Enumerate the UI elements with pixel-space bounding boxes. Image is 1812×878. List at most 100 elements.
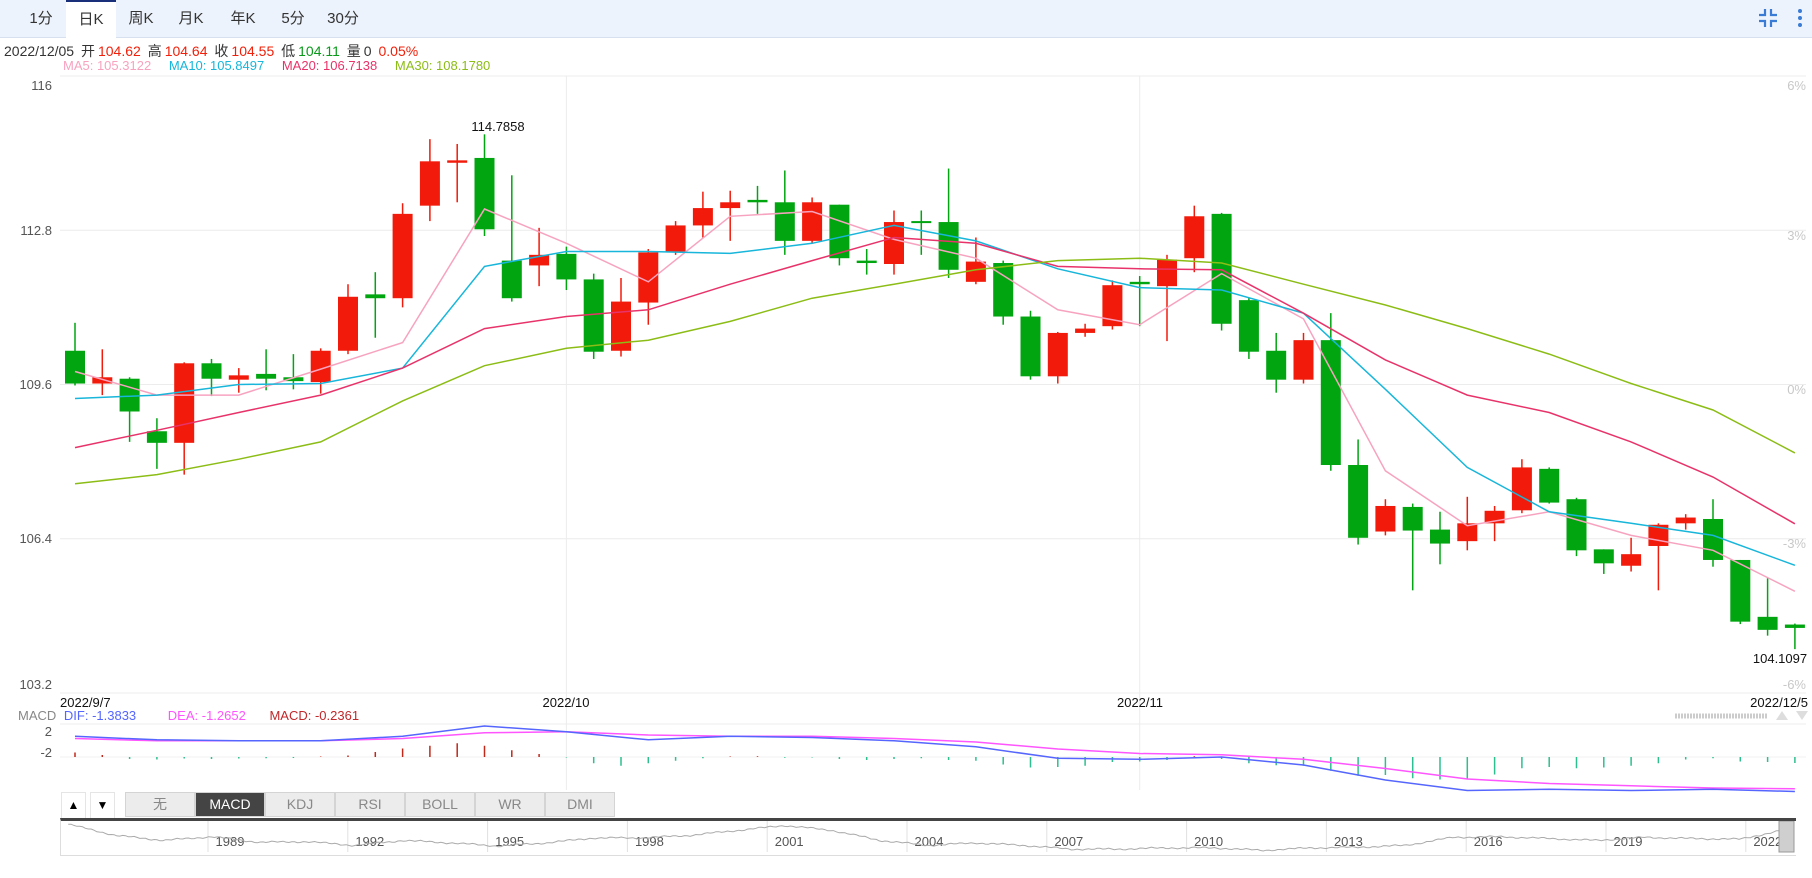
candle-body bbox=[365, 294, 386, 299]
candle-body bbox=[146, 431, 167, 443]
candle-body bbox=[119, 378, 140, 412]
candle-body bbox=[1157, 259, 1177, 287]
macd-tick-bottom: -2 bbox=[40, 745, 52, 760]
indicator-tab-wr[interactable]: WR bbox=[475, 792, 545, 817]
candle-body bbox=[447, 160, 468, 163]
pane-down-button[interactable]: ▼ bbox=[90, 792, 115, 819]
macd-legend: MACD DIF: -1.3833 DEA: -1.2652 MACD: -0.… bbox=[18, 708, 359, 723]
price-tick-112-8: 112.8 bbox=[20, 223, 52, 238]
date-label-nov: 2022/11 bbox=[1117, 695, 1163, 710]
candle-body bbox=[1457, 523, 1478, 542]
dea-line bbox=[74, 731, 1795, 790]
ma5-line bbox=[74, 208, 1796, 592]
ma20-legend: MA20: 106.7138 bbox=[281, 58, 378, 73]
period-tab-bar: 1分 日K 周K 月K 年K 5分 30分 bbox=[0, 0, 1812, 38]
candle-body bbox=[529, 254, 550, 266]
close-label: 收 bbox=[214, 43, 229, 59]
candle-body bbox=[1566, 499, 1587, 551]
candle-body bbox=[1730, 559, 1751, 622]
candle-body bbox=[92, 377, 113, 384]
date-label-start: 2022/9/7 bbox=[60, 695, 111, 710]
candle-body bbox=[720, 202, 741, 209]
price-tick-103-2: 103.2 bbox=[19, 677, 52, 692]
quote-date: 2022/12/05 bbox=[4, 43, 75, 59]
indicator-tab-bar: ▲ ▼ 无 MACD KDJ RSI BOLL WR DMI bbox=[61, 792, 615, 819]
navigator-year-label: 2007 bbox=[1054, 834, 1083, 849]
dif-value: DIF: -1.3833 bbox=[63, 708, 137, 723]
candle-body bbox=[1375, 505, 1396, 532]
candle-body bbox=[856, 260, 877, 264]
ma30-legend: MA30: 108.1780 bbox=[394, 58, 491, 73]
candle-body bbox=[1402, 506, 1423, 531]
candle-body bbox=[829, 204, 850, 259]
indicator-tab-boll[interactable]: BOLL bbox=[405, 792, 475, 817]
candle-body bbox=[1184, 216, 1205, 259]
candle-body bbox=[310, 350, 331, 383]
more-menu-icon[interactable] bbox=[1788, 6, 1812, 30]
candle-body bbox=[256, 373, 277, 379]
volume-value: 0 bbox=[363, 43, 372, 59]
candle-body bbox=[338, 296, 358, 351]
pct-tick-minus-3: -3% bbox=[1783, 536, 1807, 551]
candle-body bbox=[1511, 467, 1532, 511]
date-label-end: 2022/12/5 bbox=[1750, 695, 1808, 710]
candle-body bbox=[1757, 616, 1778, 630]
navigator-range-handle[interactable] bbox=[1778, 820, 1795, 853]
candle-body bbox=[283, 377, 304, 382]
scroll-down-icon[interactable] bbox=[1796, 711, 1808, 720]
candle-body bbox=[911, 221, 932, 224]
candle-body bbox=[1211, 213, 1232, 324]
high-value: 104.64 bbox=[164, 43, 208, 59]
tab-5min[interactable]: 5分 bbox=[281, 10, 305, 27]
candle-body bbox=[611, 301, 631, 351]
quote-info-line: 2022/12/05 开 104.62 高 104.64 收 104.55 低 104.… bbox=[4, 41, 421, 61]
range-navigator[interactable] bbox=[60, 818, 1796, 856]
tab-30min[interactable]: 30分 bbox=[327, 10, 359, 27]
scroll-up-icon[interactable] bbox=[1776, 711, 1788, 720]
candle-body bbox=[692, 208, 713, 226]
pct-tick-minus-6: -6% bbox=[1783, 677, 1807, 692]
ma30-line bbox=[74, 257, 1796, 485]
candle-body bbox=[1320, 340, 1341, 465]
price-tick-116: 116 bbox=[31, 78, 52, 93]
candle-body bbox=[1675, 517, 1696, 524]
indicator-tab-rsi[interactable]: RSI bbox=[335, 792, 405, 817]
candle-body bbox=[1539, 468, 1560, 503]
candle-body bbox=[1047, 332, 1068, 377]
navigator-year-label: 2010 bbox=[1194, 834, 1223, 849]
indicator-tab-none[interactable]: 无 bbox=[125, 792, 195, 817]
candle-body bbox=[1129, 281, 1150, 285]
tab-yearly-k[interactable]: 年K bbox=[230, 10, 256, 27]
candle-body bbox=[1075, 328, 1096, 333]
indicator-tab-dmi[interactable]: DMI bbox=[545, 792, 615, 817]
tab-weekly-k[interactable]: 周K bbox=[128, 10, 154, 27]
candle-body bbox=[774, 202, 795, 241]
tab-1min[interactable]: 1分 bbox=[29, 10, 53, 27]
macd-scroll-controls[interactable] bbox=[1675, 711, 1808, 720]
tab-daily-k[interactable]: 日K bbox=[66, 0, 116, 38]
low-value: 104.11 bbox=[298, 43, 340, 59]
macd-indicator-name: MACD bbox=[18, 708, 57, 723]
indicator-tab-macd[interactable]: MACD bbox=[195, 792, 265, 817]
date-label-oct: 2022/10 bbox=[543, 695, 590, 710]
max-price-annotation: 114.7858 bbox=[471, 119, 524, 134]
candle-body bbox=[993, 263, 1014, 317]
macd-tick-top: 2 bbox=[45, 724, 52, 739]
candle-body bbox=[1621, 554, 1642, 566]
candle-body bbox=[1430, 529, 1450, 544]
candle-body bbox=[1593, 549, 1614, 564]
navigator-year-label: 2016 bbox=[1474, 834, 1503, 849]
ma20-line bbox=[74, 236, 1796, 525]
candle-body bbox=[1293, 340, 1314, 380]
change-percent: 0.05% bbox=[378, 43, 419, 59]
navigator-year-label: 2001 bbox=[775, 834, 804, 849]
candle-body bbox=[583, 279, 604, 352]
pct-tick-3: 3% bbox=[1787, 228, 1806, 243]
indicator-tab-kdj[interactable]: KDJ bbox=[265, 792, 335, 817]
tab-monthly-k[interactable]: 月K bbox=[178, 10, 204, 27]
candle-body bbox=[474, 157, 495, 230]
candle-body bbox=[938, 222, 959, 270]
exit-fullscreen-icon[interactable] bbox=[1756, 6, 1780, 30]
pane-up-button[interactable]: ▲ bbox=[61, 792, 86, 819]
